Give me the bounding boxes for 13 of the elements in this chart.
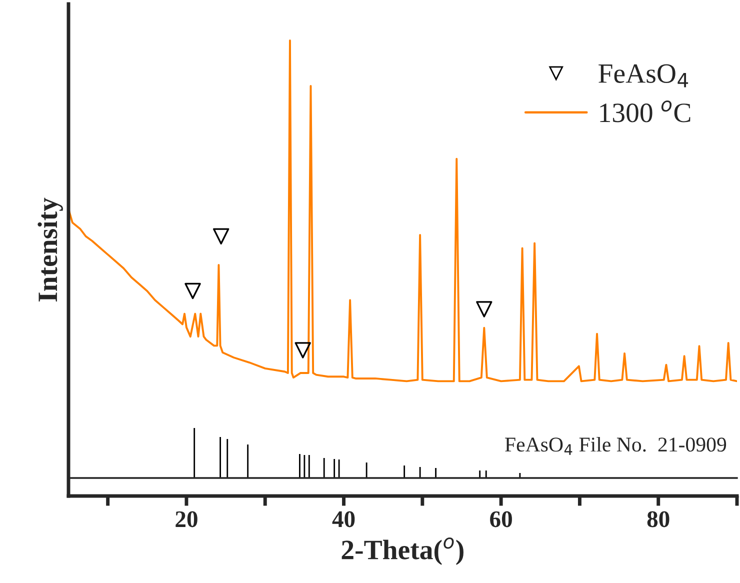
- x-tick-label: 60: [490, 511, 512, 528]
- point: [212, 228, 230, 244]
- legend-label: 1300 $^{o}$C: [600, 100, 690, 122]
- x-tick-label: 40: [332, 511, 355, 528]
- x-axis-title: 2-Theta($^{o}$): [342, 538, 464, 565]
- x-tick-label: 20: [176, 511, 198, 528]
- point: [476, 301, 492, 318]
- x-tick-label: 80: [647, 511, 670, 528]
- y-axis-title: Intensity: [38, 198, 63, 302]
- point: [184, 282, 201, 300]
- legend-label: FeAsO$_{4}$: [598, 64, 688, 88]
- point: [294, 342, 311, 358]
- annotation: FeAsO$_{4}$ File No. 21-0909: [505, 436, 726, 455]
